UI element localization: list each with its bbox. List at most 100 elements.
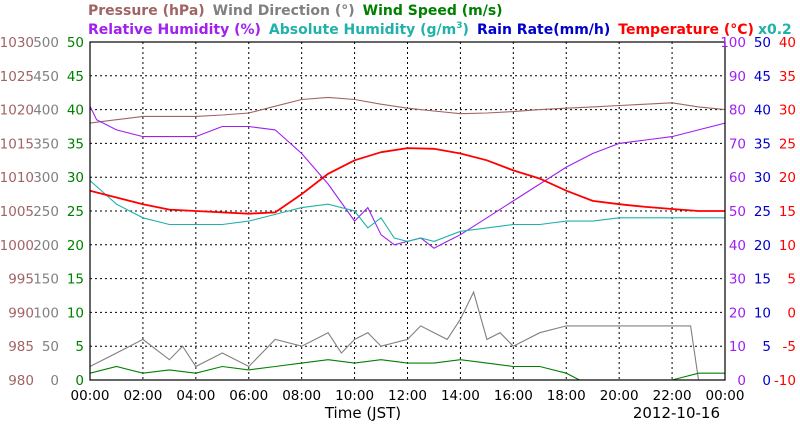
series-legend-label: Absolute Humidity (g/m3) [269, 21, 469, 38]
y-tick-label: 980 [8, 373, 34, 389]
y-tick-label: 985 [8, 339, 34, 355]
y-tick-label: 0 [787, 305, 796, 321]
x-tick-label: 12:00 [388, 388, 427, 404]
x-tick-label: 04:00 [176, 388, 215, 404]
y-tick-label: -5 [783, 339, 796, 355]
y-tick-label: 20 [67, 238, 84, 254]
x-tick-label: 16:00 [494, 388, 533, 404]
y-tick-label: 25 [754, 204, 771, 220]
y-tick-label: 1010 [0, 170, 34, 186]
series-legend-label: Wind Direction (°) [213, 3, 355, 19]
y-tick-label: 15 [779, 204, 796, 220]
y-tick-label: 60 [729, 170, 746, 186]
y-tick-label: 35 [779, 69, 796, 85]
y-tick-label: 35 [67, 136, 84, 152]
y-tick-label: 90 [729, 69, 746, 85]
y-tick-label: 50 [754, 35, 771, 51]
chart-headers: Pressure (hPa) Wind Direction (°) Wind Spe… [88, 3, 792, 38]
series-line [89, 180, 725, 242]
series-legend-label: Relative Humidity (%) [88, 22, 261, 38]
y-tick-label: 1000 [0, 238, 34, 254]
y-tick-label: 995 [8, 272, 34, 288]
y-tick-label: 1020 [0, 103, 34, 119]
y-tick-label: 0 [50, 373, 59, 389]
y-tick-label: 500 [33, 35, 59, 51]
x-tick-label: 18:00 [547, 388, 586, 404]
x-tick-label: 08:00 [282, 388, 321, 404]
y-tick-label: 5 [75, 339, 84, 355]
series-line [89, 105, 726, 249]
series-legend-label: Rain Rate(mm/h) [477, 22, 610, 38]
series-line [89, 96, 726, 124]
y-tick-label: 50 [67, 35, 84, 51]
y-tick-label: 10 [67, 305, 84, 321]
y-tick-label: 10 [779, 238, 796, 254]
y-tick-label: 15 [754, 272, 771, 288]
y-tick-label: 20 [779, 170, 796, 186]
chart-axes: 1030102510201015101010051000995990985980… [0, 35, 796, 404]
x-tick-label: 22:00 [653, 388, 692, 404]
x-tick-label: 00:00 [706, 388, 745, 404]
y-tick-label: 40 [729, 238, 746, 254]
chart-grid [90, 42, 725, 380]
y-tick-label: 40 [67, 103, 84, 119]
y-tick-label: 20 [754, 238, 771, 254]
series-line [89, 290, 725, 381]
y-tick-label: 1025 [0, 69, 34, 85]
y-tick-label: 0 [737, 373, 746, 389]
y-tick-label: 25 [779, 136, 796, 152]
x-tick-label: 10:00 [335, 388, 374, 404]
x-axis-label: Time (JST) [324, 404, 401, 422]
y-tick-label: 15 [67, 272, 84, 288]
y-tick-label: 990 [8, 305, 34, 321]
x-tick-label: 02:00 [123, 388, 162, 404]
y-tick-label: 5 [762, 339, 771, 355]
y-tick-label: 300 [33, 170, 59, 186]
y-tick-label: 400 [33, 103, 59, 119]
y-tick-label: 0 [75, 373, 84, 389]
y-tick-label: 70 [729, 136, 746, 152]
y-tick-label: -10 [774, 373, 796, 389]
x-tick-label: 00:00 [71, 388, 110, 404]
y-tick-label: 450 [33, 69, 59, 85]
y-tick-label: 45 [754, 69, 771, 85]
y-tick-label: 40 [754, 103, 771, 119]
chart-date: 2012-10-16 [633, 404, 720, 422]
y-tick-label: 35 [754, 136, 771, 152]
y-tick-label: 1015 [0, 136, 34, 152]
y-tick-label: 30 [729, 272, 746, 288]
series-line [89, 147, 725, 215]
y-tick-label: 30 [779, 103, 796, 119]
y-tick-label: 1005 [0, 204, 34, 220]
y-tick-label: 200 [33, 238, 59, 254]
y-tick-label: 80 [729, 103, 746, 119]
y-tick-label: 20 [729, 305, 746, 321]
y-tick-label: 5 [787, 272, 796, 288]
series-legend-label: Pressure (hPa) [88, 3, 205, 19]
y-tick-label: 150 [33, 272, 59, 288]
y-tick-label: 50 [42, 339, 59, 355]
y-tick-label: 10 [754, 305, 771, 321]
x-tick-label: 20:00 [600, 388, 639, 404]
y-tick-label: 1030 [0, 35, 34, 51]
plot-border [89, 41, 726, 381]
y-tick-label: 100 [720, 35, 746, 51]
series-line [89, 359, 725, 381]
y-tick-label: 0 [762, 373, 771, 389]
y-tick-label: 30 [67, 170, 84, 186]
y-tick-label: 25 [67, 204, 84, 220]
scale-note: x0.2 [758, 22, 792, 38]
x-tick-label: 14:00 [441, 388, 480, 404]
y-tick-label: 100 [33, 305, 59, 321]
y-tick-label: 30 [754, 170, 771, 186]
y-tick-label: 10 [729, 339, 746, 355]
series-legend-label: Temperature (°C) [618, 22, 754, 38]
y-tick-label: 250 [33, 204, 59, 220]
y-tick-label: 45 [67, 69, 84, 85]
y-tick-label: 40 [779, 35, 796, 51]
plot-frame [89, 41, 726, 381]
y-tick-label: 350 [33, 136, 59, 152]
y-tick-label: 50 [729, 204, 746, 220]
series-legend-label: Wind Speed (m/s) [363, 3, 503, 19]
